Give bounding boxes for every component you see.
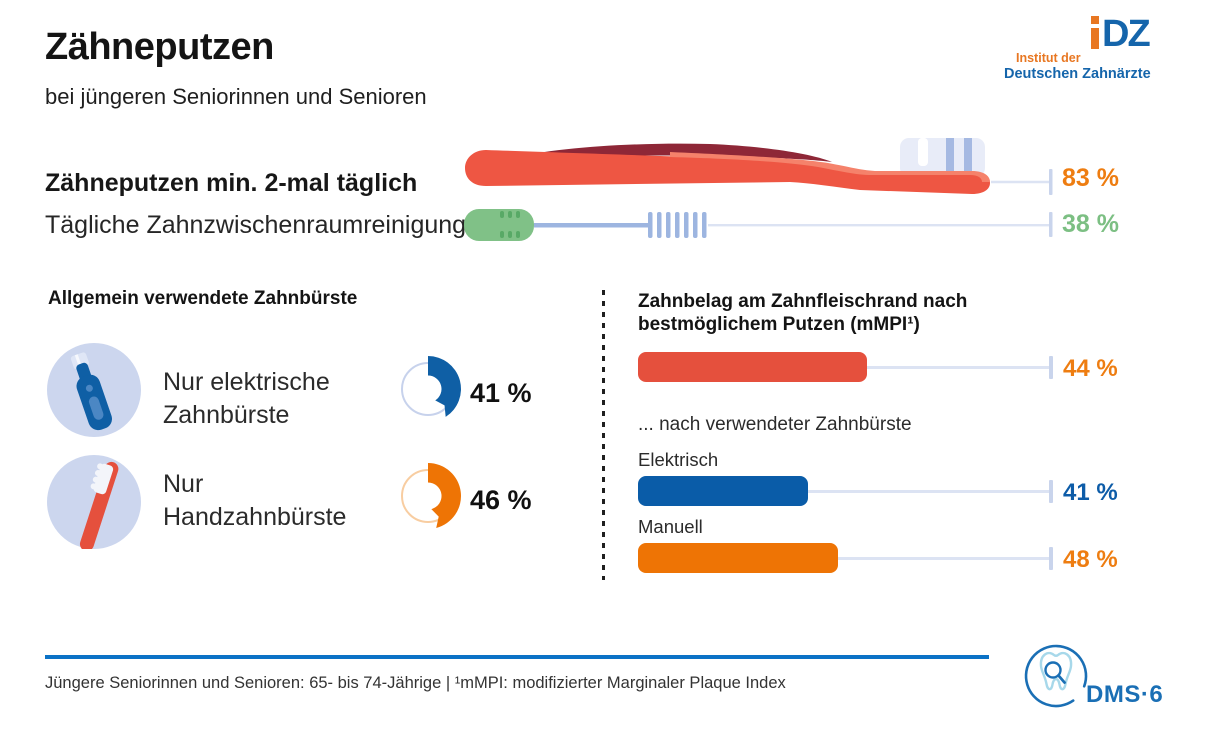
right-panel-heading: Zahnbelag am Zahnfleischrand nach bestmö… — [638, 290, 967, 336]
item-label-manual-line1: Nur — [163, 470, 204, 498]
item-label-electric: Nur elektrische Zahnbürste — [163, 366, 330, 432]
item-label-electric-line2: Zahnbürste — [163, 401, 290, 429]
dotted-divider — [602, 290, 605, 580]
idz-logo-line2: Deutschen Zahnärzte — [1004, 66, 1151, 82]
left-panel-heading: Allgemein verwendete Zahnbürste — [48, 288, 358, 309]
bar-elektrisch — [638, 476, 808, 506]
idz-logo-line1: Institut der — [1016, 51, 1081, 65]
bar-total-plaque — [638, 352, 867, 382]
donut-chart-manual — [401, 463, 461, 528]
bar-tick — [1049, 356, 1053, 379]
bar-tick — [1049, 547, 1053, 570]
bar-label-manuell: Manuell — [638, 516, 703, 537]
item-label-manual: Nur Handzahnbürste — [163, 468, 346, 534]
bar-value-elektrisch: 41 % — [1063, 479, 1118, 506]
footer-note: Jüngere Seniorinnen und Senioren: 65- bi… — [45, 674, 786, 692]
bar-connector — [838, 557, 1050, 560]
right-panel-heading-line2: bestmöglichem Putzen (mMPI¹) — [638, 314, 920, 335]
right-panel-subnote: ... nach verwendeter Zahnbürste — [638, 414, 912, 435]
value-brushing: 83 % — [1062, 164, 1119, 192]
right-panel-heading-line1: Zahnbelag am Zahnfleischrand nach — [638, 291, 968, 312]
electric-toothbrush-icon — [47, 343, 141, 437]
value-interdental: 38 % — [1062, 210, 1119, 238]
footer-rule — [45, 655, 989, 659]
idz-logo-dz-text: DZ — [1102, 13, 1151, 56]
bar-connector — [808, 490, 1050, 493]
donut-chart-electric — [401, 356, 461, 417]
bar-value-total: 44 % — [1063, 355, 1118, 382]
bar-label-elektrisch: Elektrisch — [638, 449, 719, 470]
donut-value-manual: 46 % — [470, 485, 532, 515]
bar-manuell — [638, 543, 838, 573]
manual-toothbrush-icon — [47, 455, 141, 552]
tooth-magnifier-icon — [1024, 644, 1088, 708]
interdental-brush-icon — [464, 209, 1053, 241]
bar-value-manuell: 48 % — [1063, 546, 1118, 573]
item-label-manual-line2: Handzahnbürste — [163, 503, 347, 531]
idz-logo: DZ — [1091, 13, 1151, 56]
page-title: Zähneputzen — [45, 26, 274, 68]
donut-value-electric: 41 % — [470, 378, 532, 408]
item-label-electric-line1: Nur elektrische — [163, 368, 330, 396]
row-label-interdental: Tägliche Zahnzwischenraumreinigung — [45, 211, 467, 239]
idz-logo-i-icon — [1091, 16, 1099, 49]
toothbrush-icon — [465, 138, 1053, 195]
bar-connector — [867, 366, 1050, 369]
page-subtitle: bei jüngeren Seniorinnen und Senioren — [45, 84, 427, 109]
bar-tick — [1049, 480, 1053, 503]
dms6-brand-text: DMS·6 — [1086, 681, 1164, 708]
row-label-brushing: Zähneputzen min. 2-mal täglich — [45, 169, 418, 197]
